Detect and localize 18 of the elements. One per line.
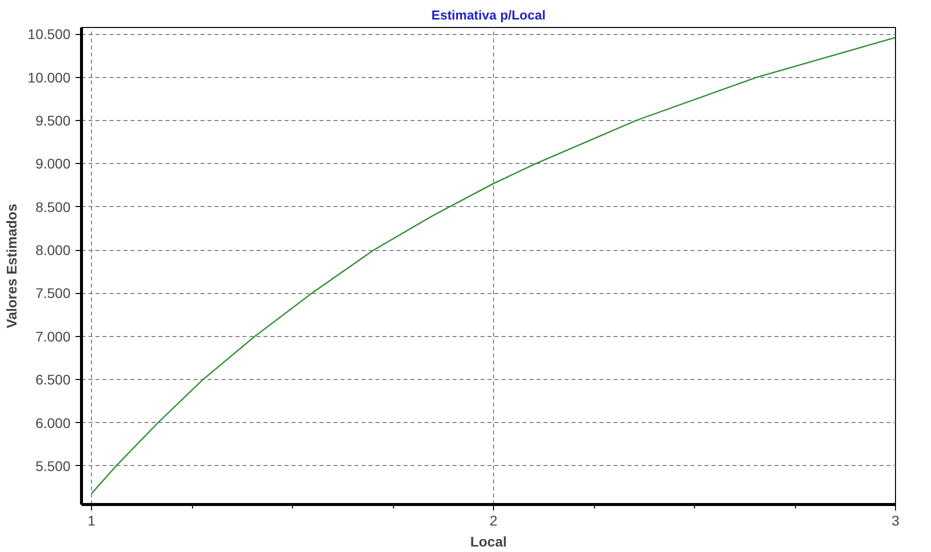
y-tick-label: 9.000 [35,156,71,172]
y-tick-label: 5.500 [35,458,71,474]
x-tick-label: 2 [490,512,498,528]
y-tick-label: 8.500 [35,198,71,215]
chart-title: Estimativa p/Local [431,8,546,22]
y-tick-label: 10.000 [28,69,71,86]
y-axis-title: Valores Estimados [4,204,20,328]
y-tick-label: 6.000 [35,414,71,431]
y-tick-label: 6.500 [35,372,71,388]
x-axis-title: Local [470,534,507,550]
y-tick-label: 9.500 [35,112,71,128]
y-tick-label: 7.000 [35,328,71,344]
line-series [90,36,896,494]
x-tick-label: 1 [88,512,96,528]
y-tick-label: 10.500 [28,26,71,42]
y-tick-label: 7.500 [35,285,71,302]
y-tick-label: 8.000 [35,242,71,258]
x-tick-label: 3 [892,512,900,528]
